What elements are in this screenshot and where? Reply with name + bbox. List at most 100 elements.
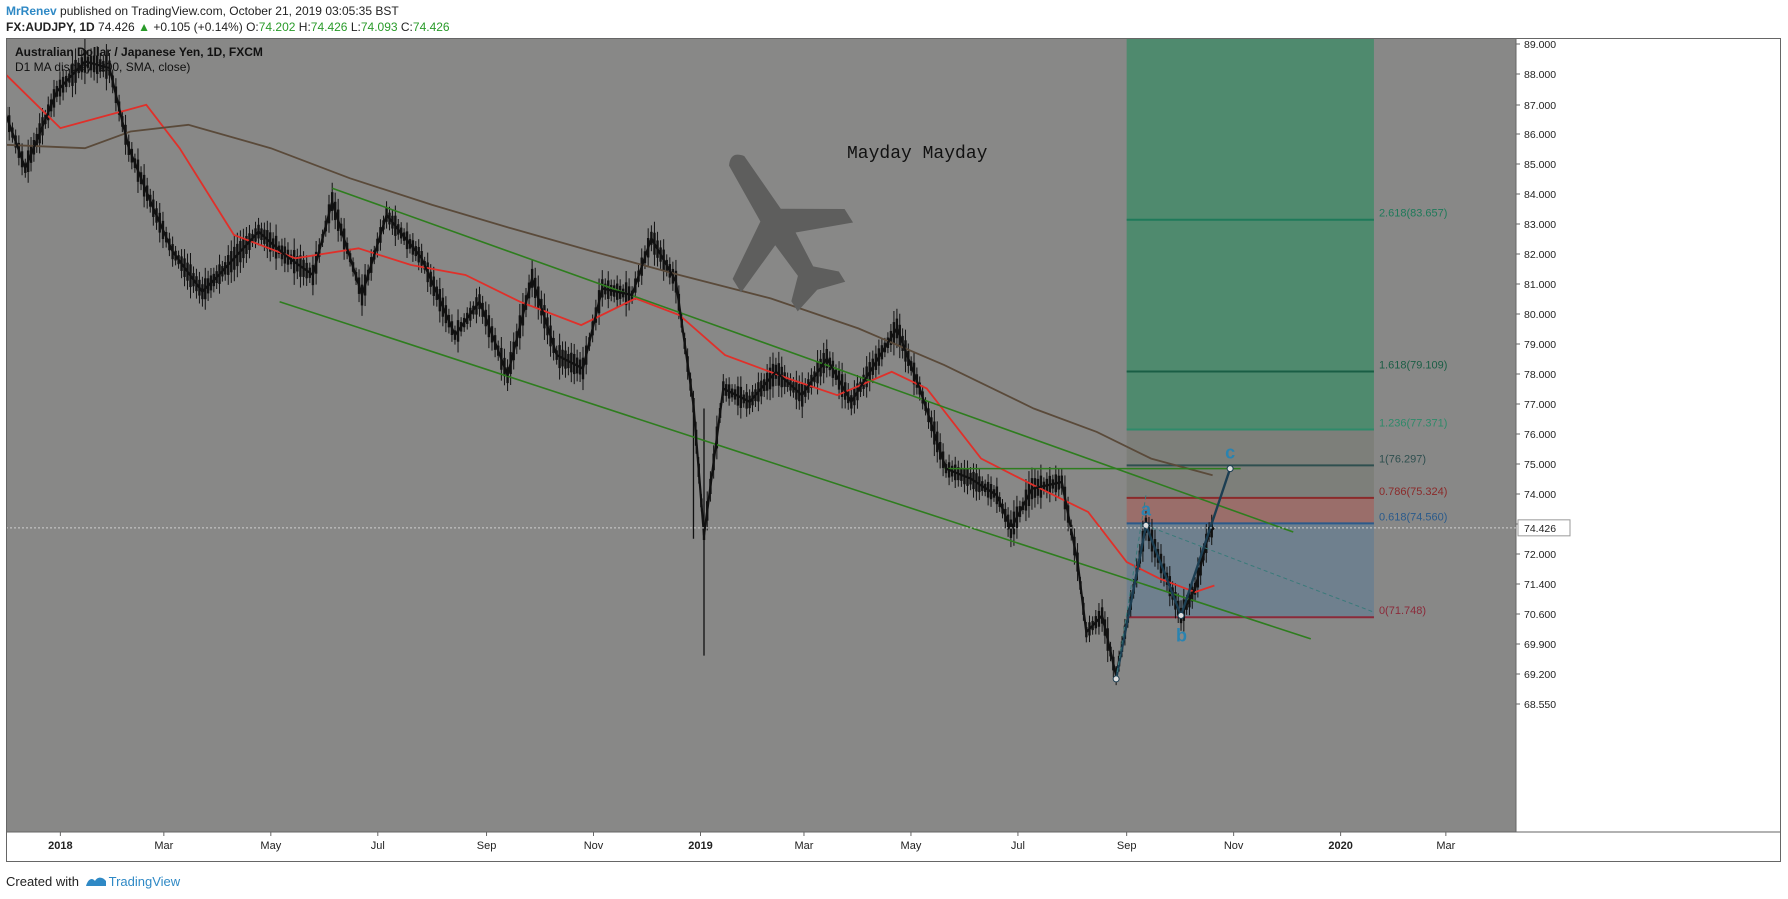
- wave-guide-dashed: [1145, 524, 1375, 613]
- time-tick-label: Sep: [1117, 840, 1137, 852]
- moving-average-line: [5, 74, 1215, 594]
- price-line: [4, 60, 1216, 677]
- time-tick-label: Jul: [371, 840, 385, 852]
- fib-level-label: 0(71.748): [1379, 605, 1426, 617]
- high-label: H:: [298, 20, 311, 34]
- time-tick-label: 2019: [688, 840, 712, 852]
- time-tick-label: Nov: [1224, 840, 1244, 852]
- price-chart[interactable]: 2.618(83.657) 1.618(79.109) 1.236(77.371) 1…: [4, 38, 1781, 862]
- price-tick-label: 80.000: [1524, 309, 1556, 321]
- author-link[interactable]: MrRenev: [6, 4, 57, 18]
- price-series: [4, 60, 1216, 677]
- moving-averages: [5, 74, 1215, 594]
- time-tick-label: May: [260, 840, 281, 852]
- time-axis-background: [6, 832, 1781, 862]
- close-value: 74.426: [412, 20, 450, 34]
- fib-level-label: 1(76.297): [1379, 453, 1426, 465]
- current-price-badge: [1517, 519, 1571, 537]
- current-price-label: 74.426: [1524, 523, 1556, 535]
- price-tick-label: 89.000: [1524, 39, 1556, 51]
- price-tick-label: 74.000: [1524, 489, 1556, 501]
- price-tick-label: 81.000: [1524, 279, 1556, 291]
- publish-header: MrRenev published on TradingView.com, Oc…: [6, 4, 399, 18]
- wave-point: [1142, 521, 1150, 529]
- time-tick-label: Mar: [154, 840, 173, 852]
- channel-line: [279, 300, 1312, 640]
- price-tick-label: 71.400: [1524, 579, 1556, 591]
- fib-red-zone: [1126, 497, 1374, 524]
- tradingview-logo-icon[interactable]: [85, 875, 107, 890]
- price-tick-label: 84.000: [1524, 189, 1556, 201]
- time-axis[interactable]: 2018 Mar May Jul Sep Nov 2019 Mar May Jul Sep Nov 20…: [6, 831, 1781, 862]
- time-tick-label: May: [901, 840, 922, 852]
- fib-level-label: 1.236(77.371): [1379, 418, 1448, 430]
- close-label: C:: [400, 20, 413, 34]
- price-tick-label: 69.200: [1524, 669, 1556, 681]
- price-tick-label: 78.000: [1524, 369, 1556, 381]
- plot-background[interactable]: [6, 38, 1729, 832]
- fib-level-label: 1.618(79.109): [1379, 360, 1448, 372]
- channel-line: [331, 187, 1294, 533]
- published-text: published on TradingView.com, October 21…: [60, 4, 399, 18]
- wave-path: [1114, 468, 1232, 680]
- trend-channel[interactable]: [279, 187, 1312, 640]
- time-tick-label: Sep: [477, 840, 497, 852]
- price-tick-label: 83.000: [1524, 219, 1556, 231]
- price-tick-label: 85.000: [1524, 159, 1556, 171]
- time-tick-label: 2018: [48, 840, 72, 852]
- time-tick-label: 2020: [1328, 840, 1352, 852]
- price-axis-background: [1516, 38, 1781, 832]
- price-change: +0.105 (+0.14%): [153, 20, 243, 34]
- mayday-annotation[interactable]: Mayday Mayday: [847, 144, 988, 164]
- abc-wave-drawing[interactable]: a b c: [1112, 443, 1375, 683]
- symbol-label: FX:AUDJPY, 1D: [6, 20, 95, 34]
- high-value: 74.426: [310, 20, 348, 34]
- chart-border: [6, 38, 1781, 862]
- fib-mid-zone: [1126, 429, 1374, 498]
- price-tick-label: 76.000: [1524, 429, 1556, 441]
- wave-label-a: a: [1141, 499, 1152, 519]
- price-tick-label: 75.000: [1524, 459, 1556, 471]
- price-tick-label: 69.900: [1524, 639, 1556, 651]
- wave-label-b: b: [1176, 626, 1187, 646]
- time-tick-label: Mar: [794, 840, 813, 852]
- symbol-header: FX:AUDJPY, 1D 74.426 ▲ +0.105 (+0.14%) O…: [6, 20, 450, 34]
- wave-point: [1112, 675, 1120, 683]
- fib-level-label: 0.786(75.324): [1379, 486, 1448, 498]
- up-arrow-icon: ▲: [138, 20, 150, 34]
- low-label: L:: [350, 20, 361, 34]
- price-tick-label: 72.000: [1524, 549, 1556, 561]
- tradingview-link[interactable]: TradingView: [108, 874, 181, 889]
- created-with-text: Created with: [6, 874, 79, 889]
- moving-average-line: [5, 123, 1213, 477]
- time-tick-label: Jul: [1011, 840, 1025, 852]
- price-tick-label: 79.000: [1524, 339, 1556, 351]
- fib-level-label: 2.618(83.657): [1379, 208, 1448, 220]
- fib-blue-zone: [1126, 523, 1374, 618]
- price-tick-label: 87.000: [1524, 100, 1556, 112]
- price-axis[interactable]: 89.000 88.000 87.000 86.000 85.000 84.000 83.0…: [6, 38, 1781, 832]
- price-tick-label: 68.550: [1524, 699, 1556, 711]
- wave-label-c: c: [1225, 443, 1235, 463]
- price-tick-label: 82.000: [1524, 249, 1556, 261]
- fib-upper-zone: [1126, 38, 1374, 430]
- legend-title: Australian Dollar / Japanese Yen, 1D, FX…: [15, 45, 263, 59]
- open-label: O:: [246, 20, 259, 34]
- fib-level-label: 0.618(74.560): [1379, 511, 1448, 523]
- wave-guide-dashed: [1115, 495, 1147, 680]
- wave-point: [1177, 612, 1185, 620]
- chart-frame[interactable]: 2.618(83.657) 1.618(79.109) 1.236(77.371) 1…: [4, 38, 1781, 862]
- price-tick-label: 70.600: [1524, 609, 1556, 621]
- time-tick-label: Mar: [1436, 840, 1455, 852]
- fib-extension-tool[interactable]: 2.618(83.657) 1.618(79.109) 1.236(77.371) 1…: [1126, 38, 1448, 619]
- price-tick-label: 86.000: [1524, 129, 1556, 141]
- wave-point: [1226, 465, 1234, 473]
- time-tick-label: Nov: [584, 840, 604, 852]
- footer: Created with TradingView: [6, 874, 180, 890]
- price-tick-label: 77.000: [1524, 399, 1556, 411]
- low-value: 74.093: [360, 20, 398, 34]
- price-tick-label: 88.000: [1524, 69, 1556, 81]
- last-price: 74.426: [98, 20, 135, 34]
- chart-legend: Australian Dollar / Japanese Yen, 1D, FX…: [15, 45, 263, 74]
- legend-indicator: D1 MA display (200, SMA, close): [15, 60, 190, 74]
